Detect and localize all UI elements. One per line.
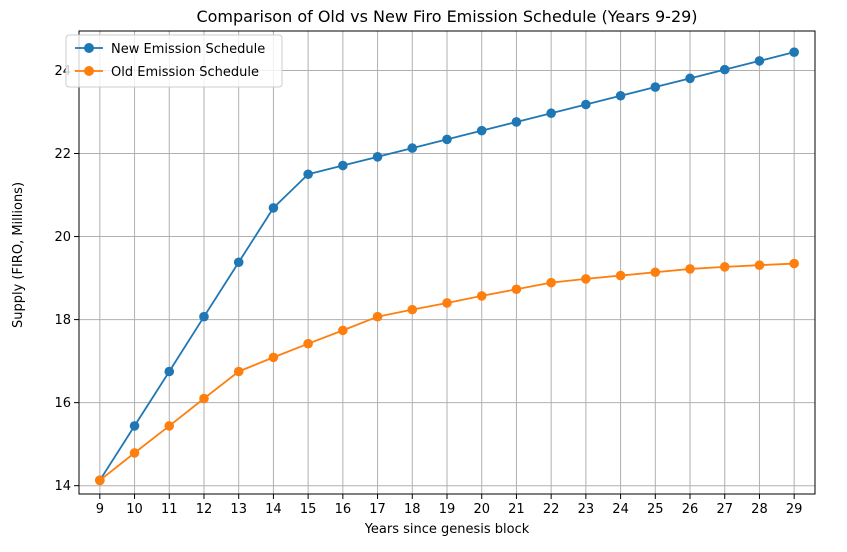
x-tick-label: 17 bbox=[369, 502, 386, 517]
x-tick-label: 26 bbox=[682, 502, 699, 517]
x-tick-label: 25 bbox=[647, 502, 664, 517]
grid bbox=[79, 31, 815, 494]
legend-item-new: New Emission Schedule bbox=[75, 42, 265, 57]
x-tick-label: 14 bbox=[265, 502, 282, 517]
legend: New Emission Schedule Old Emission Sched… bbox=[65, 34, 283, 88]
data-point bbox=[303, 169, 313, 180]
legend-frame bbox=[65, 34, 283, 88]
chart-title: Comparison of Old vs New Firo Emission S… bbox=[196, 7, 697, 26]
data-point bbox=[581, 274, 591, 284]
data-point bbox=[95, 475, 105, 486]
data-point bbox=[233, 366, 244, 377]
y-tick-label: 22 bbox=[54, 147, 71, 162]
data-point bbox=[754, 260, 765, 270]
data-point bbox=[476, 125, 487, 136]
data-point bbox=[442, 298, 452, 308]
x-tick-label: 18 bbox=[404, 502, 421, 517]
data-point bbox=[442, 134, 452, 145]
data-point bbox=[164, 366, 175, 377]
data-point bbox=[129, 421, 140, 431]
series-layer bbox=[95, 47, 799, 486]
data-point bbox=[546, 277, 556, 288]
data-point bbox=[511, 117, 522, 127]
x-axis: 9 10 11 12 13 14 15 16 17 18 19 20 21 22 23 24 25 26 27 28 2… bbox=[96, 494, 803, 517]
x-tick-label: 21 bbox=[508, 502, 525, 517]
data-point bbox=[268, 203, 279, 213]
x-tick-label: 13 bbox=[230, 502, 247, 517]
y-tick-label: 16 bbox=[54, 396, 71, 411]
data-point bbox=[372, 152, 383, 162]
x-tick-label: 23 bbox=[578, 502, 595, 517]
data-point bbox=[233, 257, 244, 268]
data-point bbox=[511, 284, 522, 295]
data-point bbox=[338, 160, 348, 171]
x-tick-label: 12 bbox=[196, 502, 213, 517]
data-point bbox=[546, 108, 556, 119]
data-point bbox=[650, 267, 661, 278]
data-point bbox=[789, 47, 799, 57]
data-point bbox=[268, 352, 279, 363]
data-point bbox=[615, 270, 626, 281]
x-tick-label: 11 bbox=[161, 502, 178, 517]
legend-marker-new bbox=[84, 43, 94, 53]
data-point bbox=[199, 311, 209, 322]
data-point bbox=[754, 56, 765, 66]
legend-label-old: Old Emission Schedule bbox=[111, 65, 259, 80]
data-point bbox=[129, 448, 140, 458]
legend-label-new: New Emission Schedule bbox=[111, 42, 265, 57]
y-tick-label: 18 bbox=[54, 313, 71, 328]
data-point bbox=[407, 304, 418, 315]
data-point bbox=[719, 64, 730, 75]
x-tick-label: 19 bbox=[439, 502, 456, 517]
series-old bbox=[95, 258, 799, 486]
legend-marker-old bbox=[84, 66, 94, 76]
series-new bbox=[95, 47, 799, 486]
data-point bbox=[719, 262, 730, 272]
data-point bbox=[581, 99, 591, 110]
data-point bbox=[789, 258, 799, 269]
legend-item-old: Old Emission Schedule bbox=[75, 65, 259, 80]
data-point bbox=[685, 73, 695, 84]
data-point bbox=[650, 82, 661, 92]
x-tick-label: 10 bbox=[126, 502, 143, 517]
x-tick-label: 9 bbox=[96, 502, 104, 517]
x-tick-label: 28 bbox=[751, 502, 768, 517]
data-point bbox=[372, 311, 383, 322]
data-point bbox=[615, 90, 626, 101]
y-tick-label: 14 bbox=[54, 479, 71, 494]
data-point bbox=[338, 325, 348, 336]
data-point bbox=[685, 264, 695, 274]
data-point bbox=[303, 338, 313, 349]
x-tick-label: 22 bbox=[543, 502, 560, 517]
x-axis-label: Years since genesis block bbox=[364, 522, 530, 537]
x-tick-label: 20 bbox=[473, 502, 490, 517]
x-tick-label: 15 bbox=[300, 502, 317, 517]
x-tick-label: 24 bbox=[612, 502, 629, 517]
x-tick-label: 16 bbox=[335, 502, 352, 517]
x-tick-label: 27 bbox=[716, 502, 733, 517]
data-point bbox=[199, 393, 209, 404]
y-tick-label: 20 bbox=[54, 230, 71, 245]
y-axis-label: Supply (FIRO, Millions) bbox=[11, 182, 26, 328]
data-point bbox=[407, 143, 418, 153]
data-point bbox=[164, 421, 175, 431]
x-tick-label: 29 bbox=[786, 502, 803, 517]
data-point bbox=[476, 291, 487, 301]
